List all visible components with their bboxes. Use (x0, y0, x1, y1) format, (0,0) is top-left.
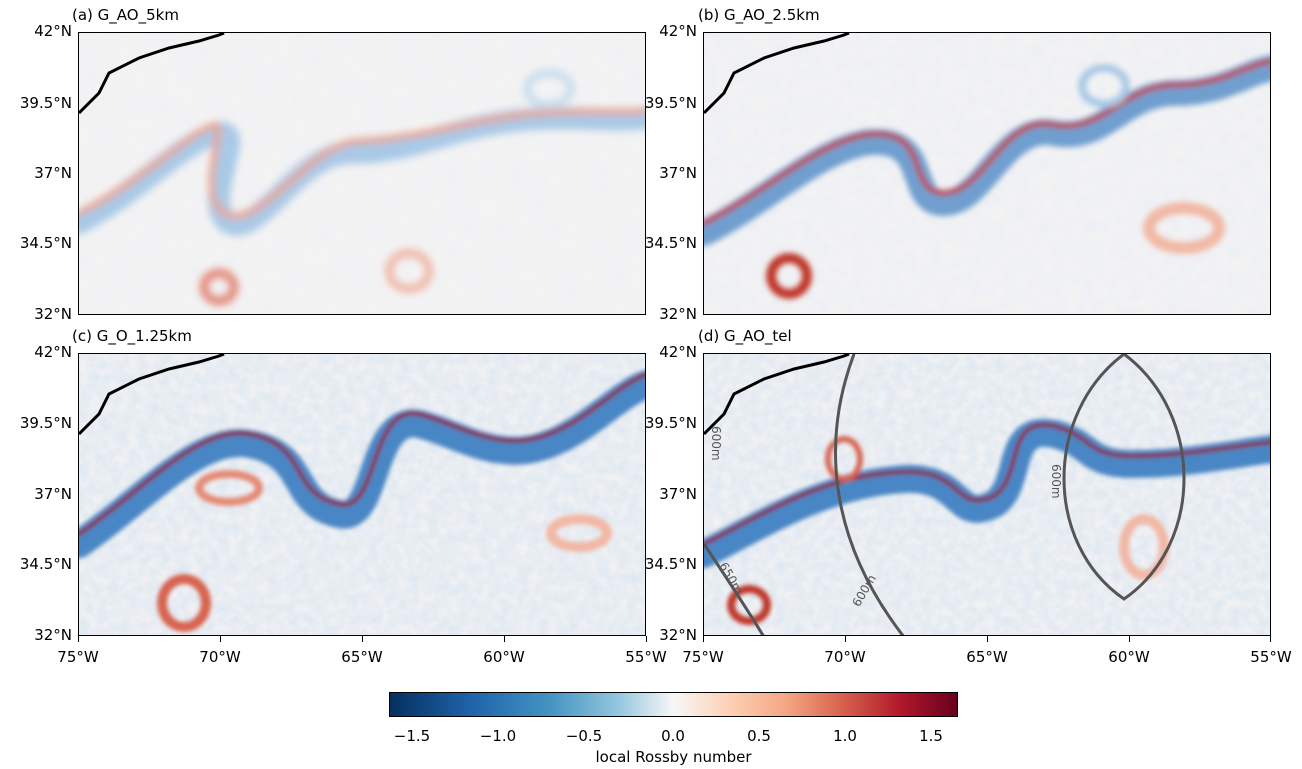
map-panel-d: 600m 600m 600m 650m (703, 353, 1271, 636)
tick-mark (646, 636, 647, 642)
lat-tick: 37°N (659, 485, 697, 503)
lon-tick: 60°W (1108, 648, 1150, 666)
colorbar (389, 692, 958, 717)
lat-tick: 37°N (34, 164, 72, 182)
lat-tick: 34.5°N (19, 234, 72, 252)
lat-tick: 34.5°N (19, 555, 72, 573)
colorbar-tick: −1.5 (393, 727, 431, 745)
lon-tick: 55°W (1250, 648, 1292, 666)
tick-mark (220, 636, 221, 642)
map-panel-b (703, 32, 1271, 315)
tick-mark (504, 636, 505, 642)
lon-tick: 60°W (483, 648, 525, 666)
lat-tick: 32°N (659, 626, 697, 644)
tick-mark (987, 636, 988, 642)
coastline (79, 33, 225, 115)
lat-tick: 34.5°N (644, 234, 697, 252)
lat-tick: 39.5°N (644, 94, 697, 112)
tick-mark (1270, 636, 1271, 642)
lat-tick: 32°N (34, 305, 72, 323)
lat-tick: 37°N (659, 164, 697, 182)
colorbar-tick: 0.5 (747, 727, 771, 745)
colorbar-tick: 1.5 (919, 727, 943, 745)
lon-tick: 75°W (57, 648, 99, 666)
panel-d-title: (d) G_AO_tel (698, 327, 792, 345)
tick-mark (362, 636, 363, 642)
lat-tick: 42°N (659, 22, 697, 40)
lat-tick: 32°N (659, 305, 697, 323)
lon-tick: 75°W (682, 648, 724, 666)
contour-label: 600m (709, 426, 723, 461)
lon-tick: 65°W (966, 648, 1008, 666)
lon-tick: 70°W (824, 648, 866, 666)
lat-tick: 37°N (34, 485, 72, 503)
lat-tick: 34.5°N (644, 555, 697, 573)
lon-tick: 65°W (341, 648, 383, 666)
colorbar-tick: 0.0 (661, 727, 685, 745)
map-panel-c (78, 353, 646, 636)
depth-contour (1062, 354, 1186, 601)
depth-contour (834, 354, 905, 635)
colorbar-label: local Rossby number (595, 748, 752, 766)
lat-tick: 39.5°N (19, 94, 72, 112)
map-panel-a (78, 32, 646, 315)
coastline (704, 354, 850, 436)
lon-tick: 55°W (625, 648, 667, 666)
lat-tick: 39.5°N (644, 414, 697, 432)
panel-a-title: (a) G_AO_5km (72, 6, 179, 24)
colorbar-tick: −0.5 (565, 727, 603, 745)
lat-tick: 32°N (34, 626, 72, 644)
panel-c-title: (c) G_O_1.25km (72, 327, 192, 345)
colorbar-tick: 1.0 (833, 727, 857, 745)
panel-b-title: (b) G_AO_2.5km (698, 6, 820, 24)
coastline (704, 33, 850, 115)
contour-label: 600m (1049, 464, 1063, 499)
lon-tick: 70°W (199, 648, 241, 666)
tick-mark (1129, 636, 1130, 642)
depth-contour (704, 543, 765, 635)
lat-tick: 42°N (659, 343, 697, 361)
tick-mark (78, 636, 79, 642)
tick-mark (845, 636, 846, 642)
colorbar-tick: −1.0 (479, 727, 517, 745)
lat-tick: 42°N (34, 22, 72, 40)
coastline (79, 354, 225, 436)
tick-mark (703, 636, 704, 642)
lat-tick: 39.5°N (19, 414, 72, 432)
lat-tick: 42°N (34, 343, 72, 361)
